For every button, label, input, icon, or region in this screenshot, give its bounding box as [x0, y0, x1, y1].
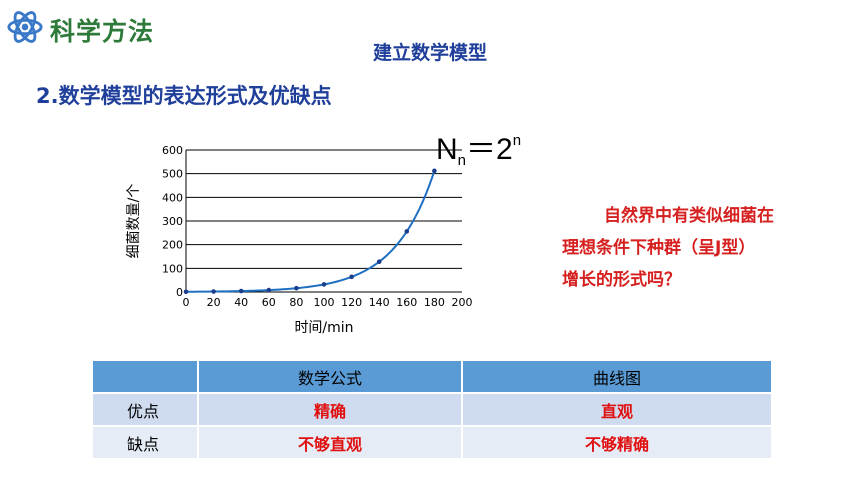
- data-point: [349, 274, 354, 280]
- formula-superscript: n: [512, 132, 522, 149]
- x-tick-label: 200: [452, 296, 473, 309]
- x-axis-label: 时间/min: [294, 320, 353, 336]
- table-header-row: 数学公式 曲线图: [93, 361, 773, 394]
- x-tick-label: 40: [234, 296, 248, 309]
- cell-formula-disadvantage: 不够直观: [198, 426, 463, 460]
- y-tick-label: 300: [162, 215, 183, 228]
- formula-subscript: n: [457, 152, 467, 169]
- section-subtitle: 2.数学模型的表达形式及优缺点: [36, 84, 332, 108]
- data-point: [432, 168, 437, 174]
- brand-title: 科学方法: [50, 17, 155, 46]
- table-header-curve: 曲线图: [462, 361, 773, 394]
- data-point: [404, 229, 410, 234]
- x-tick-label: 140: [369, 296, 390, 309]
- data-point: [211, 289, 216, 294]
- atom-icon: [7, 11, 43, 43]
- comparison-table: 数学公式 曲线图 优点 精确 直观 缺点 不够直观 不够精确: [93, 361, 773, 460]
- cell-curve-disadvantage: 不够精确: [462, 426, 773, 460]
- y-tick-label: 500: [162, 168, 183, 181]
- y-tick-label: 200: [162, 239, 183, 252]
- question-line-2: 理想条件下种群（呈J型）: [562, 238, 756, 258]
- row-label-disadvantage: 缺点: [93, 426, 199, 460]
- growth-chart: 0 100 200 300 400 500 600 0 20 40 60 80 100 120 140 160…: [126, 144, 473, 336]
- data-point: [183, 289, 189, 295]
- y-tick-label: 100: [162, 262, 183, 275]
- x-tick-label: 180: [424, 296, 445, 309]
- y-tick-label: 600: [162, 144, 183, 157]
- y-tick-label: 400: [162, 191, 183, 204]
- y-tick-label: 0: [176, 286, 183, 299]
- x-tick-label: 80: [289, 296, 303, 309]
- data-point: [266, 287, 272, 293]
- cell-formula-advantage: 精确: [198, 393, 463, 427]
- series-line: [185, 170, 436, 293]
- x-tick-label: 100: [314, 296, 335, 309]
- formula-equals: ＝: [466, 133, 497, 166]
- data-point: [376, 259, 382, 265]
- question-text: 自然界中有类似细菌在 理想条件下种群（呈J型） 增长的形式吗？: [562, 200, 842, 296]
- x-tick-label: 60: [262, 296, 276, 309]
- page-title: 建立数学模型: [372, 42, 487, 64]
- growth-formula: Nn＝2n: [436, 124, 521, 169]
- table-row: 优点 精确 直观: [93, 393, 773, 427]
- cell-curve-advantage: 直观: [462, 393, 773, 427]
- question-line-3: 增长的形式吗？: [562, 270, 681, 290]
- data-point: [238, 288, 244, 294]
- table-header-corner: [93, 361, 199, 394]
- x-tick-label: 120: [341, 296, 362, 309]
- data-point: [294, 285, 299, 291]
- question-line-1: 自然界中有类似细菌在: [604, 206, 774, 226]
- formula-two: 2: [496, 133, 513, 166]
- x-tick-label: 20: [207, 296, 221, 309]
- x-tick-label: 0: [183, 296, 190, 309]
- table-row: 缺点 不够直观 不够精确: [93, 426, 773, 460]
- table-header-formula: 数学公式: [198, 361, 463, 394]
- row-label-advantage: 优点: [93, 393, 199, 427]
- data-point: [321, 282, 327, 287]
- y-axis-label: 细菌数量/个: [126, 184, 142, 259]
- x-tick-label: 160: [396, 296, 417, 309]
